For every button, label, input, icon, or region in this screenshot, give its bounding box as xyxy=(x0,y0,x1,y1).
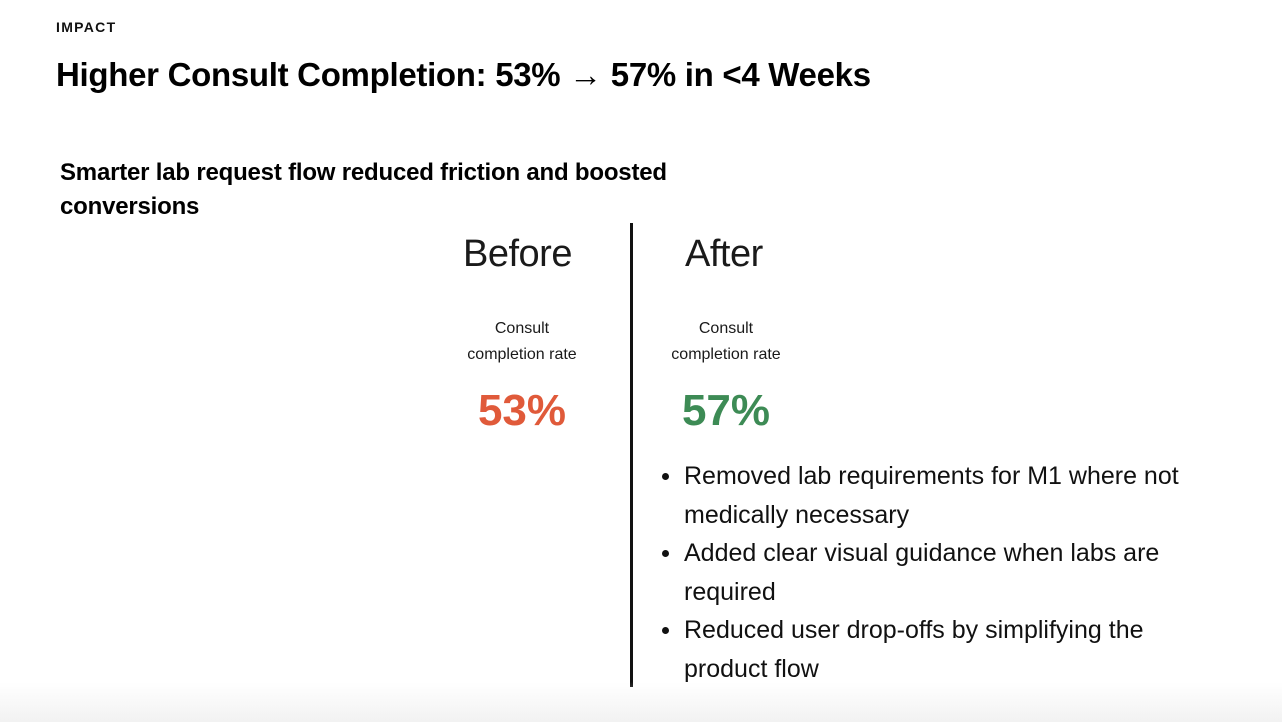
before-metric-label-line2: completion rate xyxy=(467,346,577,363)
after-metric-label-line1: Consult xyxy=(698,320,754,337)
after-metric-label: Consult completion rate xyxy=(646,316,806,368)
before-metric-label-line1: Consult xyxy=(494,320,550,337)
bullet-item: Removed lab requirements for M1 where no… xyxy=(660,457,1190,534)
before-heading: Before xyxy=(463,233,572,275)
column-divider xyxy=(630,223,633,687)
slide-subtitle: Smarter lab request flow reduced frictio… xyxy=(60,159,667,220)
after-bullet-list: Removed lab requirements for M1 where no… xyxy=(660,457,1190,688)
bullet-dot-icon xyxy=(662,473,669,480)
bullet-dot-icon xyxy=(662,550,669,557)
before-metric-label: Consult completion rate xyxy=(442,316,602,368)
after-heading: After xyxy=(685,233,763,275)
bullet-item: Reduced user drop-offs by simplifying th… xyxy=(660,611,1190,688)
slide-title: Higher Consult Completion: 53% → 57% in … xyxy=(56,56,871,93)
before-metric-value: 53% xyxy=(477,386,567,435)
bullet-text: Reduced user drop-offs by simplifying th… xyxy=(684,616,1144,683)
after-metric-label-line2: completion rate xyxy=(671,346,781,363)
bottom-fade xyxy=(0,682,1282,722)
section-eyebrow: IMPACT xyxy=(56,19,117,35)
bullet-item: Added clear visual guidance when labs ar… xyxy=(660,534,1190,611)
bullet-text: Added clear visual guidance when labs ar… xyxy=(684,539,1160,606)
bullet-dot-icon xyxy=(662,627,669,634)
after-metric-value: 57% xyxy=(681,386,771,435)
bullet-text: Removed lab requirements for M1 where no… xyxy=(684,462,1179,529)
